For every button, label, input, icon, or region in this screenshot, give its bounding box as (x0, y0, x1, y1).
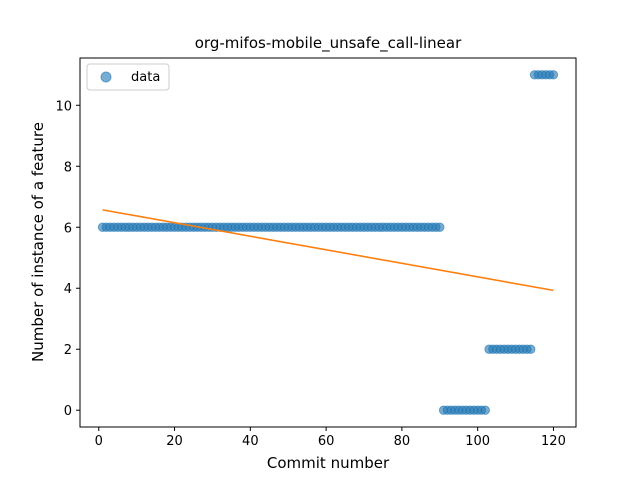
y-axis-label: Number of instance of a feature (29, 122, 47, 362)
y-tick-label: 0 (64, 404, 72, 419)
x-tick-label: 120 (541, 434, 566, 449)
x-tick-label: 0 (95, 434, 103, 449)
x-tick-label: 100 (465, 434, 490, 449)
y-tick-label: 6 (64, 221, 72, 236)
y-tick-label: 10 (55, 99, 72, 114)
plot-frame (79, 57, 577, 428)
data-point (548, 70, 559, 80)
trend-line (102, 209, 554, 292)
x-tick-label: 80 (394, 434, 411, 449)
data-point (435, 222, 445, 232)
x-tick-label: 60 (318, 434, 335, 449)
legend-entry-data: data (131, 70, 160, 85)
legend-marker (100, 71, 112, 83)
y-tick-label: 4 (64, 282, 72, 297)
legend: data (86, 63, 170, 91)
data-point (480, 405, 490, 415)
x-tick-label: 40 (242, 434, 259, 449)
x-tick-label: 20 (166, 434, 183, 449)
y-tick-label: 8 (64, 160, 72, 175)
chart-title: org-mifos-mobile_unsafe_call-linear (195, 34, 462, 53)
legend-box (86, 63, 170, 91)
y-tick-label: 2 (64, 343, 72, 358)
x-axis-label: Commit number (267, 454, 390, 472)
data-point (526, 344, 536, 354)
